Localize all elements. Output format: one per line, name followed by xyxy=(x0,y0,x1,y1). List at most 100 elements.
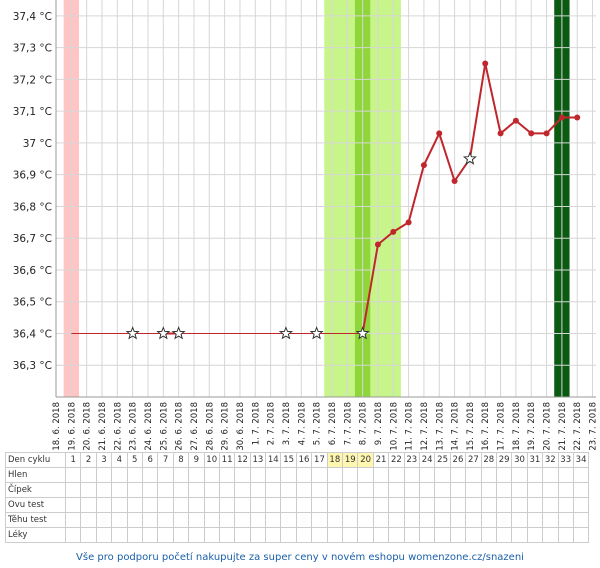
table-cell xyxy=(311,527,328,543)
cycle-day: 21 xyxy=(372,452,390,468)
y-tick-label: 37,1 °C xyxy=(13,106,52,118)
table-cell xyxy=(326,467,344,483)
cycle-day: 32 xyxy=(542,452,559,468)
table-cell xyxy=(403,527,420,543)
table-cell xyxy=(95,482,113,498)
table-cell xyxy=(188,482,205,498)
table-cell xyxy=(249,482,267,498)
table-cell xyxy=(141,527,159,543)
table-cell xyxy=(388,527,405,543)
table-cell xyxy=(511,467,528,483)
cycle-table: Den cyklu 1 2 3 4 5 6 7 8 9 10 11 12 13 14 15 16 17 18 19 20… xyxy=(5,452,590,543)
table-cell xyxy=(80,527,97,543)
table-cell xyxy=(326,512,344,528)
table-cell xyxy=(172,527,190,543)
point xyxy=(451,178,458,185)
table-cell xyxy=(495,482,513,498)
table-cell xyxy=(64,467,82,483)
table-cell xyxy=(480,482,497,498)
star-point xyxy=(156,326,171,340)
cycle-day: 1 xyxy=(64,452,82,468)
x-tick-label: 16. 7. 2018 xyxy=(481,402,491,451)
table-cell xyxy=(172,512,190,528)
y-tick-label: 37,3 °C xyxy=(13,43,52,55)
cycle-day: 3 xyxy=(95,452,113,468)
y-tick-label: 36,4 °C xyxy=(13,328,52,340)
table-cell xyxy=(111,527,128,543)
table-cell xyxy=(265,527,282,543)
cycle-day: 29 xyxy=(495,452,513,468)
table-cell xyxy=(526,527,544,543)
table-cell xyxy=(126,527,143,543)
cycle-day: 5 xyxy=(126,452,143,468)
table-cell xyxy=(418,512,436,528)
y-tick-label: 37 °C xyxy=(23,138,52,150)
table-cell xyxy=(357,497,374,513)
table-cell xyxy=(542,512,559,528)
table-row: Hlen xyxy=(5,467,590,483)
y-tick-label: 36,7 °C xyxy=(13,233,52,245)
cycle-day: 28 xyxy=(480,452,497,468)
table-cell xyxy=(141,482,159,498)
table-cell xyxy=(465,467,482,483)
row-label: Den cyklu xyxy=(5,452,66,468)
table-cell xyxy=(157,482,174,498)
footer-link[interactable]: Vše pro podporu početí nakupujte za supe… xyxy=(76,552,524,563)
point xyxy=(528,130,535,137)
table-cell xyxy=(403,467,420,483)
table-cell xyxy=(265,497,282,513)
table-cell xyxy=(326,482,344,498)
table-cell xyxy=(342,512,359,528)
table-cell xyxy=(465,512,482,528)
point xyxy=(558,114,565,121)
cycle-day: 23 xyxy=(403,452,420,468)
table-cell xyxy=(188,512,205,528)
table-cell xyxy=(218,482,236,498)
y-tick-label: 36,6 °C xyxy=(13,265,52,277)
table-cell xyxy=(203,512,220,528)
x-tick-label: 20. 6. 2018 xyxy=(83,402,93,451)
table-cell xyxy=(64,527,82,543)
table-cell xyxy=(111,497,128,513)
table-cell xyxy=(311,467,328,483)
cycle-day: 9 xyxy=(188,452,205,468)
x-tick-label: 30. 6. 2018 xyxy=(236,402,246,451)
table-cell xyxy=(64,497,82,513)
table-cell xyxy=(218,467,236,483)
cycle-day: 19 xyxy=(342,452,359,468)
table-cell xyxy=(418,467,436,483)
table-cell xyxy=(449,482,467,498)
table-cell xyxy=(357,512,374,528)
table-cell xyxy=(418,497,436,513)
table-cell xyxy=(141,497,159,513)
table-cell xyxy=(342,467,359,483)
x-tick-label: 22. 6. 2018 xyxy=(113,402,123,451)
table-row: Ovu test xyxy=(5,497,590,513)
table-cell xyxy=(95,527,113,543)
x-tick-label: 21. 7. 2018 xyxy=(558,402,568,451)
table-cell xyxy=(203,467,220,483)
star-point xyxy=(125,326,140,340)
table-cell xyxy=(280,482,297,498)
table-cell xyxy=(542,467,559,483)
table-cell xyxy=(326,527,344,543)
table-cell xyxy=(372,497,390,513)
x-tick-label: 25. 6. 2018 xyxy=(159,402,169,451)
table-cell xyxy=(418,527,436,543)
table-cell xyxy=(111,512,128,528)
y-tick-label: 36,9 °C xyxy=(13,170,52,182)
cycle-day: 10 xyxy=(203,452,220,468)
table-cell xyxy=(234,467,251,483)
cycle-day: 20 xyxy=(357,452,374,468)
x-tick-label: 20. 7. 2018 xyxy=(543,402,553,451)
y-tick-label: 37,2 °C xyxy=(13,74,52,86)
cycle-day: 12 xyxy=(234,452,251,468)
table-cell xyxy=(157,527,174,543)
cycle-day: 7 xyxy=(157,452,174,468)
x-tick-label: 19. 7. 2018 xyxy=(527,402,537,451)
x-tick-label: 10. 7. 2018 xyxy=(389,402,399,451)
point xyxy=(574,114,581,121)
table-cell xyxy=(234,482,251,498)
table-cell xyxy=(157,512,174,528)
